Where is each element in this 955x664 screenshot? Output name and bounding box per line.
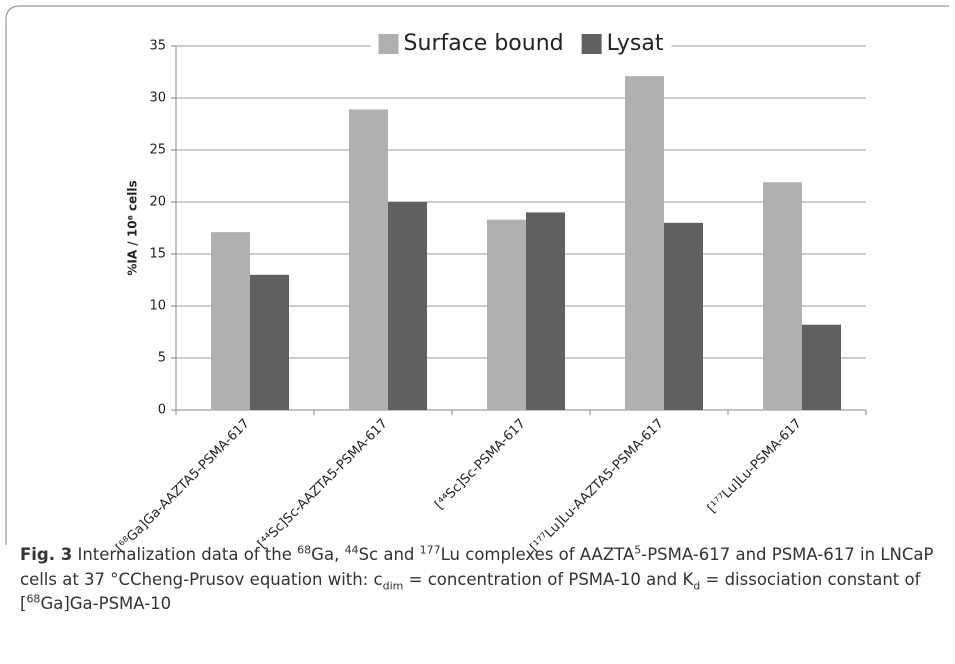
x-tick-label: [¹⁷⁷Lu]Lu-PSMA-617 (705, 416, 805, 516)
caption-text: Ga]Ga-PSMA-10 (40, 594, 172, 613)
legend-background (370, 30, 672, 58)
caption-text: d (693, 578, 701, 592)
y-tick-label: 30 (149, 91, 166, 106)
y-tick-label: 0 (158, 403, 166, 418)
caption-label: Fig. 3 (20, 545, 73, 564)
y-tick-label: 25 (149, 143, 166, 158)
bar (487, 219, 526, 410)
caption-text: Internalization data of the (72, 545, 298, 564)
legend-swatch (581, 34, 602, 54)
y-tick-label: 10 (149, 299, 166, 314)
bar (763, 182, 802, 410)
x-tick-label: [⁴⁴Sc]Sc-PSMA-617 (432, 416, 529, 513)
caption-text: Ga, (311, 545, 345, 564)
caption-text: -PSMA-617 and PSMA-617 in LNCaP cells at… (20, 545, 934, 589)
y-tick-label: 15 (149, 247, 166, 262)
caption-text: dim (382, 578, 404, 592)
bar (664, 222, 703, 410)
bar (526, 212, 565, 410)
y-tick-label: 35 (149, 39, 166, 54)
caption-text: 68 (26, 592, 41, 606)
caption-text: 68 (297, 543, 312, 557)
caption-text: = dissociation constant of [ (20, 569, 921, 614)
caption-text: 5 (634, 543, 642, 557)
caption-text: 44 (344, 543, 359, 557)
legend-label: Lysat (607, 31, 664, 56)
bar (349, 109, 388, 410)
bar (802, 324, 841, 410)
bar (250, 274, 289, 410)
y-axis-title: %IA / 10⁶ cells (126, 180, 140, 275)
legend-label: Surface bound (404, 31, 564, 56)
caption: Fig. 3 Internalization data of the 68Ga,… (20, 543, 940, 617)
bar (211, 232, 250, 410)
bar (625, 76, 664, 410)
caption-text: 177 (419, 543, 441, 557)
caption-text: Sc and (358, 545, 420, 564)
caption-text: Lu complexes of AAZTA (440, 545, 635, 564)
legend: Surface bound Lysat (378, 31, 664, 56)
x-tick-label: [¹⁷⁷Lu]Lu-AAZTA5-PSMA-617 (528, 416, 667, 555)
legend-swatch (378, 34, 399, 54)
y-tick-label: 20 (149, 195, 166, 210)
caption-text: = concentration of PSMA-10 and K (403, 569, 694, 589)
bar (388, 202, 427, 410)
frame (5, 5, 949, 545)
x-tick-label: [⁶⁸Ga]Ga-AAZTA5-PSMA-617 (113, 416, 253, 556)
x-tick-label: [⁴⁴Sc]Sc-AAZTA5-PSMA-617 (255, 416, 391, 552)
y-tick-label: 5 (158, 351, 166, 366)
